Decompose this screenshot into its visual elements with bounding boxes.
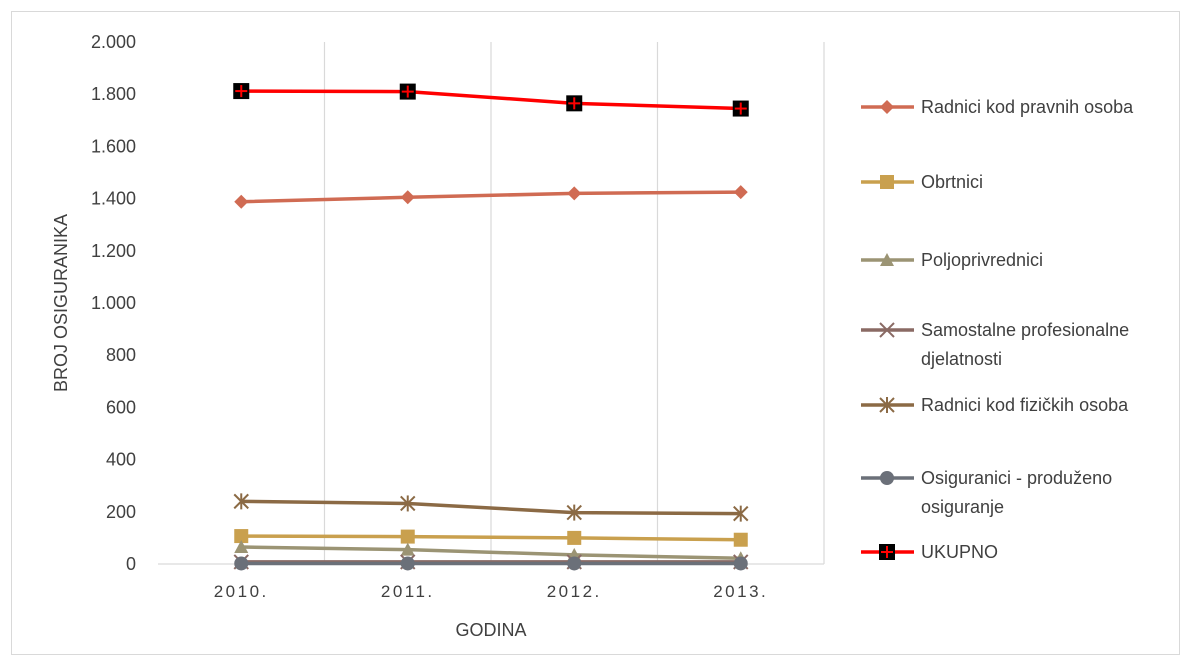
y-tick-label: 1.800 bbox=[91, 84, 136, 104]
legend-label: Osiguranici - produženo bbox=[921, 468, 1112, 488]
data-point-marker bbox=[234, 529, 249, 544]
series-line bbox=[241, 545, 741, 561]
data-point-marker bbox=[233, 493, 249, 510]
legend-label: Radnici kod pravnih osoba bbox=[921, 97, 1134, 117]
legend-entry: Samostalne profesionalne djelatnosti bbox=[861, 320, 1129, 369]
data-point-marker bbox=[400, 529, 415, 544]
y-tick-label: 1.000 bbox=[91, 293, 136, 313]
legend-entry: Poljoprivrednici bbox=[861, 250, 1043, 270]
data-point-marker bbox=[732, 100, 749, 117]
y-tick-label: 200 bbox=[106, 502, 136, 522]
legend-label: Samostalne profesionalne bbox=[921, 320, 1129, 340]
data-point-marker bbox=[567, 556, 582, 571]
series-radnici-kod-fizi-kih-osoba bbox=[233, 493, 749, 522]
x-tick-label: 2010. bbox=[214, 582, 269, 601]
data-point-marker bbox=[880, 175, 894, 189]
legend-label: Obrtnici bbox=[921, 172, 983, 192]
data-point-marker bbox=[400, 542, 415, 556]
y-tick-labels: 0 200 400 600 800 1.000 1.200 1.400 1.600 1.800 2.… bbox=[91, 32, 136, 574]
legend-label: osiguranje bbox=[921, 497, 1004, 517]
legend-entry: Osiguranici - produženo osiguranje bbox=[861, 468, 1112, 517]
data-point-marker bbox=[879, 397, 895, 413]
data-point-marker bbox=[567, 530, 582, 545]
series-line bbox=[241, 190, 741, 204]
y-tick-label: 1.600 bbox=[91, 136, 136, 156]
data-point-marker bbox=[733, 505, 749, 522]
legend: Radnici kod pravnih osoba Obrtnici Poljopr… bbox=[861, 97, 1134, 562]
data-point-marker bbox=[733, 532, 748, 547]
y-tick-label: 2.000 bbox=[91, 32, 136, 52]
data-point-marker bbox=[566, 504, 582, 521]
data-point-marker bbox=[400, 495, 416, 512]
data-point-marker bbox=[399, 83, 416, 100]
x-tick-label: 2011. bbox=[381, 582, 435, 601]
legend-entry: Radnici kod fizičkih osoba bbox=[861, 395, 1129, 415]
y-tick-label: 1.200 bbox=[91, 241, 136, 261]
y-tick-label: 400 bbox=[106, 450, 136, 470]
legend-entry: UKUPNO bbox=[861, 542, 998, 562]
legend-label: djelatnosti bbox=[921, 349, 1002, 369]
data-point-marker bbox=[880, 100, 894, 114]
data-point-marker bbox=[567, 186, 582, 201]
series-obrtnici bbox=[234, 529, 748, 547]
y-tick-label: 800 bbox=[106, 345, 136, 365]
y-tick-label: 0 bbox=[126, 554, 136, 574]
y-tick-label: 600 bbox=[106, 397, 136, 417]
data-point-marker bbox=[234, 556, 249, 571]
data-point-marker bbox=[233, 83, 250, 100]
data-point-marker bbox=[733, 556, 748, 571]
y-tick-label: 1.400 bbox=[91, 189, 136, 209]
series-group bbox=[233, 83, 749, 571]
x-tick-labels: 2010. 2011. 2012. 2013. bbox=[214, 582, 768, 601]
data-point-marker bbox=[880, 253, 894, 266]
legend-label: UKUPNO bbox=[921, 542, 998, 562]
series-line bbox=[241, 499, 741, 516]
data-point-marker bbox=[400, 190, 415, 205]
chart-frame bbox=[11, 11, 1180, 655]
legend-label: Radnici kod fizičkih osoba bbox=[921, 395, 1129, 415]
series-line bbox=[241, 89, 741, 111]
data-point-marker bbox=[879, 322, 895, 338]
series-ukupno bbox=[233, 83, 749, 117]
data-point-marker bbox=[733, 185, 748, 200]
y-axis-title: BROJ OSIGURANIKA bbox=[51, 214, 71, 392]
x-tick-label: 2013. bbox=[713, 582, 768, 601]
data-point-marker bbox=[234, 194, 249, 209]
data-point-marker bbox=[879, 544, 895, 560]
data-point-marker bbox=[234, 540, 249, 554]
legend-entry: Obrtnici bbox=[861, 172, 983, 192]
series-radnici-kod-pravnih-osoba bbox=[234, 185, 748, 209]
grid-lines bbox=[323, 42, 825, 564]
data-point-marker bbox=[566, 95, 583, 112]
legend-label: Poljoprivrednici bbox=[921, 250, 1043, 270]
x-tick-label: 2012. bbox=[547, 582, 602, 601]
x-axis-title: GODINA bbox=[455, 620, 526, 640]
data-point-marker bbox=[400, 556, 415, 571]
data-point-marker bbox=[880, 471, 894, 485]
series-line bbox=[241, 534, 741, 542]
series-osiguranici-produ-eno-osiguranje bbox=[234, 556, 748, 571]
legend-entry: Radnici kod pravnih osoba bbox=[861, 97, 1134, 117]
